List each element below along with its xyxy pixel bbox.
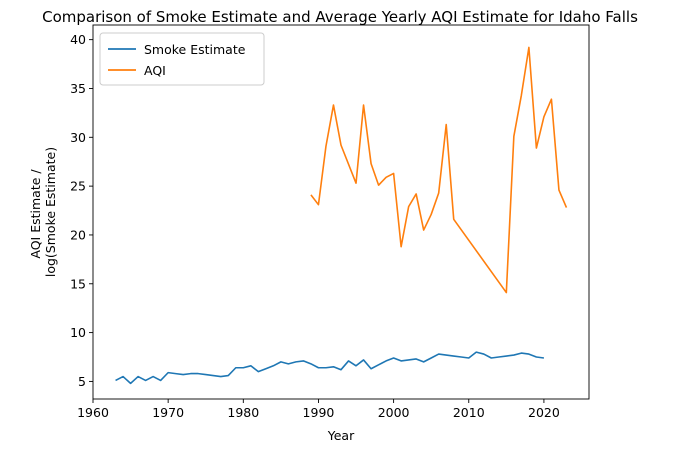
x-axis-label: Year <box>327 428 355 443</box>
series-line-smoke-estimate <box>115 351 545 385</box>
x-tick-label-2000: 2000 <box>378 405 410 420</box>
x-axis: 1960 1970 1980 1990 2000 2010 2020 <box>77 399 560 420</box>
plot-frame <box>92 24 590 400</box>
x-tick-label-1990: 1990 <box>303 405 335 420</box>
x-tick-label-1960: 1960 <box>77 405 109 420</box>
y-tick-label-35: 35 <box>70 81 86 96</box>
x-tick-label-1980: 1980 <box>227 405 259 420</box>
legend-label-aqi: AQI <box>144 63 166 78</box>
y-tick-label-25: 25 <box>70 179 86 194</box>
legend: Smoke Estimate AQI <box>99 32 265 86</box>
legend-box <box>99 32 265 86</box>
y-tick-label-10: 10 <box>70 325 86 340</box>
x-tick-label-2010: 2010 <box>453 405 485 420</box>
y-axis: 5 10 15 20 25 30 35 40 <box>70 32 93 389</box>
y-tick-label-30: 30 <box>70 130 86 145</box>
y-axis-label: AQI Estimate / log(Smoke Estimate) <box>28 147 58 277</box>
y-tick-label-15: 15 <box>70 276 86 291</box>
y-tick-label-20: 20 <box>70 227 86 242</box>
chart-title: Comparison of Smoke Estimate and Average… <box>42 8 638 26</box>
y-axis-label-line-1: AQI Estimate / <box>28 169 43 259</box>
series-line-aqi <box>310 46 568 294</box>
y-tick-label-5: 5 <box>78 374 86 389</box>
series-layer <box>115 46 568 385</box>
x-tick-label-2020: 2020 <box>528 405 560 420</box>
y-axis-label-line-2: log(Smoke Estimate) <box>43 147 58 277</box>
legend-label-smoke: Smoke Estimate <box>144 42 246 57</box>
x-tick-label-1970: 1970 <box>152 405 184 420</box>
y-tick-label-40: 40 <box>70 32 86 47</box>
